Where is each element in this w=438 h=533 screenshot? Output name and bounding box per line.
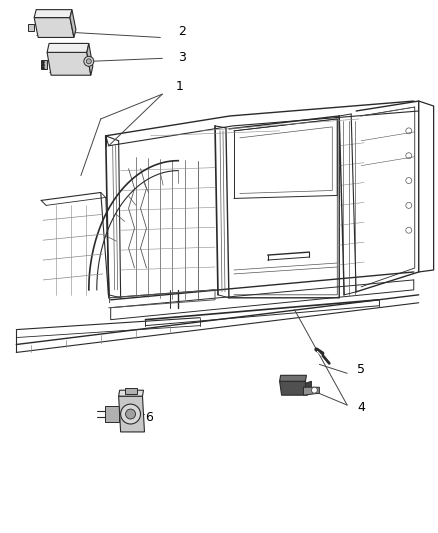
Polygon shape — [34, 18, 74, 37]
Ellipse shape — [126, 409, 135, 419]
Text: 6: 6 — [145, 410, 153, 424]
Polygon shape — [28, 23, 34, 31]
Polygon shape — [105, 406, 119, 422]
Circle shape — [311, 387, 318, 393]
Polygon shape — [304, 387, 319, 395]
Polygon shape — [87, 43, 93, 75]
Text: 5: 5 — [357, 363, 365, 376]
Circle shape — [42, 61, 44, 63]
Text: 4: 4 — [357, 401, 365, 414]
Polygon shape — [119, 390, 144, 396]
Ellipse shape — [120, 404, 141, 424]
Polygon shape — [279, 375, 307, 381]
Circle shape — [86, 59, 91, 64]
Polygon shape — [124, 388, 137, 394]
Circle shape — [42, 64, 44, 66]
Polygon shape — [119, 396, 145, 432]
Text: 3: 3 — [178, 51, 186, 64]
Polygon shape — [41, 60, 47, 69]
Text: 1: 1 — [175, 79, 183, 93]
Polygon shape — [70, 10, 76, 37]
Circle shape — [42, 67, 44, 69]
Circle shape — [84, 56, 94, 66]
Polygon shape — [34, 10, 72, 18]
Polygon shape — [305, 381, 311, 393]
Polygon shape — [47, 52, 91, 75]
Polygon shape — [279, 381, 307, 395]
Text: 2: 2 — [178, 25, 186, 38]
Polygon shape — [47, 43, 89, 52]
